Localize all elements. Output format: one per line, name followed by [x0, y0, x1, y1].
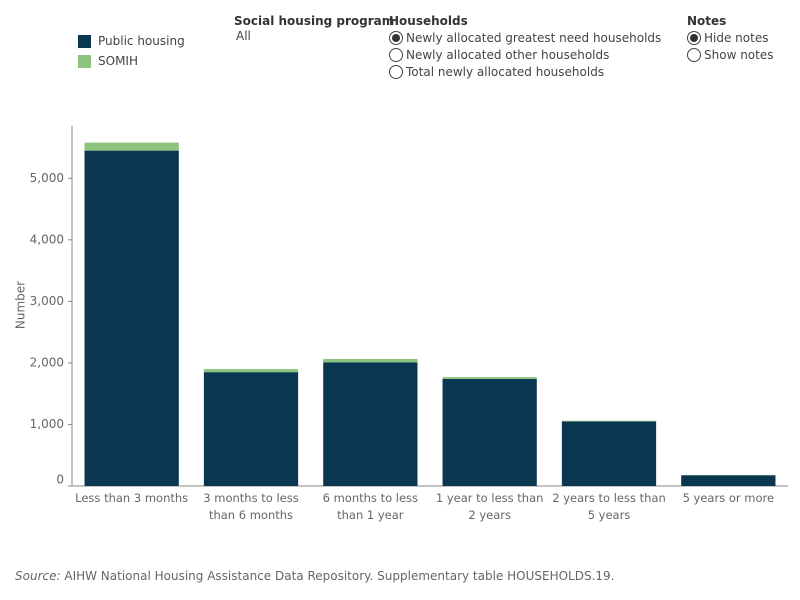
radio[interactable] [389, 47, 403, 62]
y-tick-label: 2,000 [30, 355, 64, 369]
bar-segment [203, 372, 299, 486]
y-tick-label: 0 [56, 473, 64, 487]
filter-title: Social housing program [234, 14, 395, 28]
radio[interactable] [389, 64, 403, 79]
filter: Households Newly allocated greatest need … [389, 14, 661, 80]
bar-segment [323, 362, 418, 486]
legend-item[interactable]: SOMIH [78, 51, 185, 71]
x-tick-label: 6 months to less than 1 year [322, 491, 419, 522]
radio-option[interactable]: Total newly allocated households [389, 63, 661, 80]
bar-segment [442, 378, 537, 486]
x-tick-label: 5 years or more [682, 491, 775, 505]
radio-option[interactable]: Show notes [687, 46, 773, 63]
radio-dot [392, 33, 400, 42]
filter-value[interactable]: All [236, 29, 251, 43]
bar-segment [681, 475, 776, 486]
bar-segment [323, 358, 418, 363]
radio-label: Hide notes [704, 30, 769, 45]
y-axis-label: Number [14, 281, 28, 329]
source: Source: AIHW National Housing Assistance… [15, 569, 615, 583]
radio-option[interactable]: Newly allocated other households [389, 46, 661, 63]
source-label: Source: [15, 569, 61, 583]
legend-label: Public housing [98, 34, 185, 48]
x-tick-label: 3 months to less than 6 months [203, 491, 299, 522]
filter: Social housing program All [234, 14, 394, 43]
radio-label: Newly allocated other households [406, 47, 610, 62]
x-tick-label: 1 year to less than 2 years [435, 491, 544, 522]
x-tick-label: Less than 3 months [75, 491, 189, 505]
radio[interactable] [687, 47, 701, 62]
radio-label: Newly allocated greatest need households [406, 30, 662, 45]
legend-label: SOMIH [98, 54, 138, 68]
radio[interactable] [389, 30, 403, 45]
legend-item[interactable]: Public housing [78, 31, 185, 51]
radio[interactable] [687, 30, 701, 45]
filter-title: Notes [687, 14, 727, 28]
radio-option[interactable]: Hide notes [687, 29, 773, 46]
source-text: AIHW National Housing Assistance Data Re… [64, 569, 615, 583]
bar-segment [203, 369, 299, 373]
legend-swatch [78, 54, 91, 68]
y-tick-label: 1,000 [30, 417, 64, 431]
y-tick-label: 3,000 [30, 294, 64, 308]
y-tick-label: 5,000 [30, 171, 64, 185]
bar-segment [84, 142, 179, 151]
filter-title: Households [389, 14, 468, 28]
y-tick-label: 4,000 [30, 232, 64, 246]
bar-segment [561, 421, 657, 486]
bar-segment [442, 377, 537, 379]
radio-label: Total newly allocated households [406, 64, 605, 79]
legend-swatch [78, 34, 91, 48]
radio-option[interactable]: Newly allocated greatest need households [389, 29, 661, 46]
bar-segment [84, 150, 179, 486]
filter: Notes Hide notes Show notes [687, 14, 773, 63]
radio-label: Show notes [704, 47, 774, 62]
bar-segment [561, 420, 657, 422]
radio-dot [690, 33, 698, 42]
legend: Public housing SOMIH [78, 31, 185, 71]
x-tick-label: 2 years to less than 5 years [552, 491, 666, 522]
